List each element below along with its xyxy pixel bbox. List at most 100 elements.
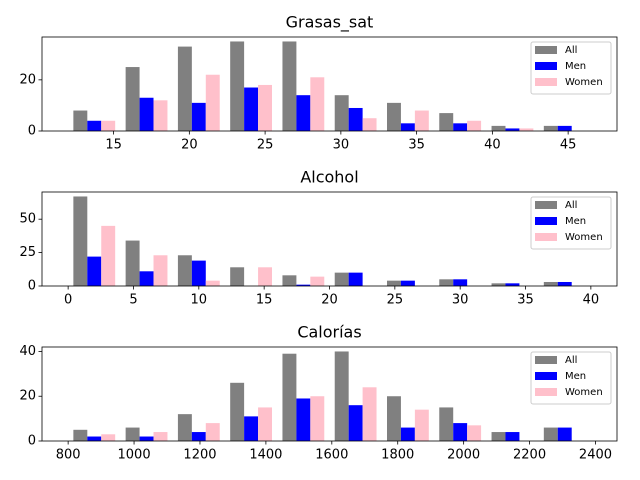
bar bbox=[73, 429, 88, 441]
bar bbox=[87, 436, 102, 441]
bar bbox=[101, 225, 116, 286]
bar bbox=[362, 118, 377, 131]
bar bbox=[153, 100, 168, 131]
bar bbox=[87, 120, 102, 131]
legend-swatch bbox=[535, 356, 557, 364]
y-tick-label: 0 bbox=[28, 279, 36, 294]
bar bbox=[139, 97, 154, 131]
x-tick-label: 40 bbox=[484, 138, 501, 153]
legend-swatch bbox=[535, 62, 557, 70]
bar bbox=[87, 256, 102, 286]
x-tick-label: 20 bbox=[181, 138, 198, 153]
bar bbox=[125, 67, 140, 131]
bar bbox=[296, 95, 311, 131]
bar bbox=[387, 280, 401, 286]
subplot: Grasas_sat 15 20 25 30 35 40 45 0 20 All Men Women bbox=[19, 13, 618, 153]
x-tick-label: 0 bbox=[64, 293, 72, 308]
bar bbox=[387, 102, 401, 131]
bar bbox=[244, 416, 259, 441]
y-tick-label: 25 bbox=[19, 245, 36, 260]
bar bbox=[467, 425, 482, 441]
y-tick-label: 40 bbox=[19, 344, 36, 359]
bar bbox=[543, 125, 558, 131]
bar bbox=[296, 284, 311, 286]
y-tick-label: 20 bbox=[19, 389, 36, 404]
bar bbox=[282, 41, 297, 131]
bar bbox=[334, 95, 349, 131]
bar bbox=[230, 382, 245, 441]
bar bbox=[282, 275, 297, 286]
legend-label: All bbox=[565, 355, 577, 366]
y-tick-label: 50 bbox=[19, 212, 36, 227]
legend-label: Women bbox=[565, 77, 603, 88]
axes-frame bbox=[41, 36, 618, 132]
axes-frame bbox=[41, 346, 618, 442]
legend: All Men Women bbox=[530, 196, 612, 250]
legend-label: Men bbox=[565, 371, 586, 382]
x-tick-label: 2000 bbox=[447, 448, 480, 463]
bar bbox=[439, 279, 454, 286]
x-tick-label: 1800 bbox=[381, 448, 414, 463]
bar bbox=[191, 102, 206, 131]
bar bbox=[519, 128, 534, 131]
bar bbox=[191, 432, 206, 441]
bar bbox=[125, 427, 140, 441]
legend-swatch bbox=[535, 233, 557, 241]
subplot-title: Alcohol bbox=[300, 168, 358, 187]
x-tick-label: 1400 bbox=[249, 448, 282, 463]
x-tick-label: 1200 bbox=[183, 448, 216, 463]
bar bbox=[101, 120, 116, 131]
x-tick-label: 20 bbox=[321, 293, 338, 308]
bar bbox=[205, 423, 220, 441]
legend-swatch bbox=[535, 201, 557, 209]
legend-label: Women bbox=[565, 387, 603, 398]
bar bbox=[400, 123, 415, 131]
bar bbox=[258, 267, 272, 286]
bar bbox=[258, 84, 272, 131]
x-tick-label: 1000 bbox=[118, 448, 151, 463]
bar bbox=[439, 113, 454, 131]
bar bbox=[153, 432, 168, 441]
x-tick-label: 45 bbox=[560, 138, 577, 153]
bar bbox=[491, 432, 506, 441]
bar bbox=[205, 74, 220, 131]
y-tick-label: 0 bbox=[28, 434, 36, 449]
bar bbox=[139, 436, 154, 441]
bar bbox=[543, 281, 558, 286]
bar bbox=[439, 407, 454, 441]
legend-swatch bbox=[535, 372, 557, 380]
bar bbox=[557, 281, 572, 286]
bar bbox=[505, 128, 520, 131]
bar bbox=[282, 353, 297, 441]
legend: All Men Women bbox=[530, 41, 612, 95]
bar bbox=[557, 125, 572, 131]
bar bbox=[230, 41, 245, 131]
bar bbox=[191, 260, 206, 286]
subplot-title: Calorías bbox=[297, 323, 361, 342]
bar bbox=[543, 427, 558, 441]
bar bbox=[400, 280, 415, 286]
bar bbox=[348, 107, 363, 131]
subplot-title: Grasas_sat bbox=[286, 13, 374, 33]
x-tick-label: 25 bbox=[257, 138, 274, 153]
legend-swatch bbox=[535, 46, 557, 54]
bar bbox=[153, 255, 168, 286]
bar bbox=[177, 414, 192, 441]
y-tick-label: 0 bbox=[28, 124, 36, 139]
bar bbox=[101, 434, 116, 441]
legend-label: All bbox=[565, 200, 577, 211]
bar bbox=[296, 398, 311, 441]
bar bbox=[491, 283, 506, 286]
bar bbox=[244, 87, 259, 131]
bar bbox=[258, 407, 272, 441]
x-tick-label: 30 bbox=[452, 293, 469, 308]
bar bbox=[205, 280, 220, 286]
x-tick-label: 40 bbox=[583, 293, 600, 308]
x-tick-label: 2400 bbox=[579, 448, 612, 463]
bar bbox=[505, 432, 520, 441]
bar bbox=[467, 120, 482, 131]
legend: All Men Women bbox=[530, 351, 612, 405]
bar bbox=[453, 423, 468, 441]
